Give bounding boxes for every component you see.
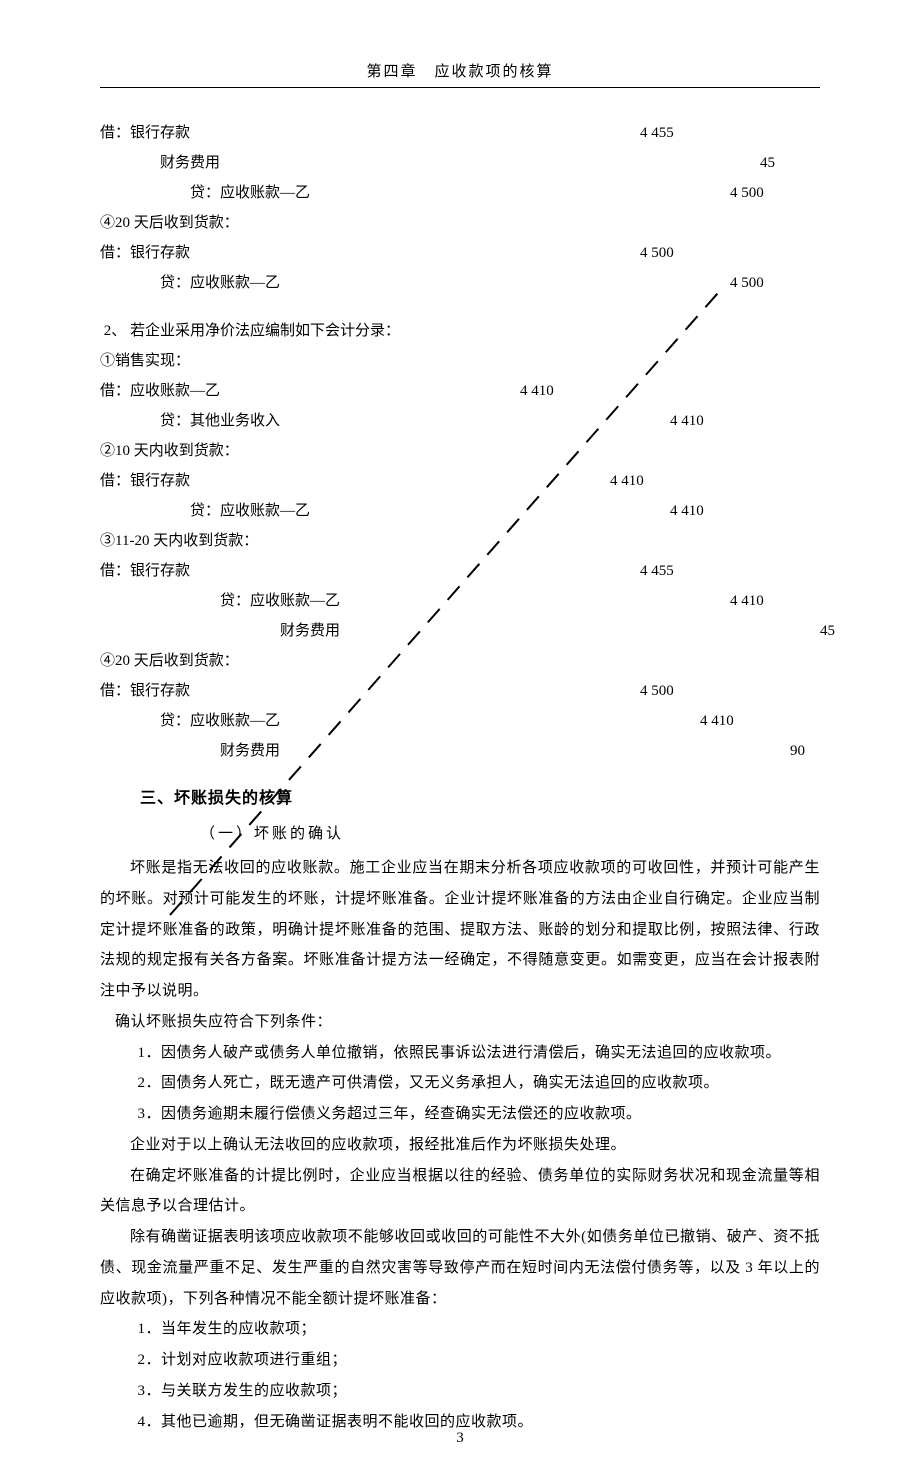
journal-line: 贷：应收账款—乙 4 410 (100, 496, 820, 526)
journal-line: 贷：应收账款—乙 4 410 (100, 706, 820, 736)
exclusion-3: 3．与关联方发生的应收款项； (100, 1376, 820, 1407)
exclusion-2: 2．计划对应收款项进行重组； (100, 1345, 820, 1376)
condition-2: 2．固债务人死亡，既无遗产可供清偿，又无义务承担人，确实无法追回的应收款项。 (100, 1068, 820, 1099)
journal-line: ②10 天内收到货款： (100, 436, 820, 466)
condition-1: 1．因债务人破产或债务人单位撤销，依照民事诉讼法进行清偿后，确实无法追回的应收款… (100, 1038, 820, 1069)
journal-line: 财务费用 45 (100, 148, 820, 178)
document-page: 第四章 应收款项的核算 借：银行存款 4 455 财务费用 45 贷：应收账款—… (0, 0, 920, 1477)
journal-line: 贷：应收账款—乙 4 500 (100, 178, 820, 208)
journal-line: ④20 天后收到货款： (100, 646, 820, 676)
condition-3: 3．因债务逾期未履行偿债义务超过三年，经查确实无法偿还的应收款项。 (100, 1099, 820, 1130)
journal-block-2: ①销售实现：借：应收账款—乙 4 410 贷：其他业务收入 4 410②10 天… (100, 346, 820, 766)
heading-recognition: （一）坏账的确认 (200, 822, 820, 843)
method-2-intro: 2、 若企业采用净价法应编制如下会计分录： (100, 316, 820, 346)
page-header: 第四章 应收款项的核算 (100, 60, 820, 87)
journal-line: 借：银行存款 4 455 (100, 118, 820, 148)
journal-line: 财务费用 45 (100, 616, 820, 646)
journal-line: 借：银行存款 4 410 (100, 466, 820, 496)
exclusion-1: 1．当年发生的应收款项； (100, 1314, 820, 1345)
journal-line: ④20 天后收到货款： (100, 208, 820, 238)
journal-block-1: 借：银行存款 4 455 财务费用 45 贷：应收账款—乙 4 500④20 天… (100, 118, 820, 298)
header-rule (100, 87, 820, 88)
journal-line: 借：银行存款 4 500 (100, 238, 820, 268)
gap (100, 298, 820, 316)
journal-line: 贷：应收账款—乙 4 500 (100, 268, 820, 298)
paragraph-1: 坏账是指无法收回的应收账款。施工企业应当在期末分析各项应收款项的可收回性，并预计… (100, 853, 820, 1007)
journal-line: 借：银行存款 4 500 (100, 676, 820, 706)
journal-line: 贷：应收账款—乙 4 410 (100, 586, 820, 616)
paragraph-4: 在确定坏账准备的计提比例时，企业应当根据以往的经验、债务单位的实际财务状况和现金… (100, 1161, 820, 1223)
journal-line: 财务费用 90 (100, 736, 820, 766)
paragraph-3: 企业对于以上确认无法收回的应收款项，报经批准后作为坏账损失处理。 (100, 1130, 820, 1161)
heading-bad-debt: 三、坏账损失的核算 (140, 784, 820, 808)
journal-line: 借：银行存款 4 455 (100, 556, 820, 586)
paragraph-2: 确认坏账损失应符合下列条件： (100, 1007, 820, 1038)
journal-line: ③11-20 天内收到货款： (100, 526, 820, 556)
paragraph-5: 除有确凿证据表明该项应收款项不能够收回或收回的可能性不大外(如债务单位已撤销、破… (100, 1222, 820, 1314)
journal-line: 借：应收账款—乙 4 410 (100, 376, 820, 406)
journal-line: 贷：其他业务收入 4 410 (100, 406, 820, 436)
header-title: 第四章 应收款项的核算 (366, 64, 553, 80)
page-number: 3 (0, 1430, 920, 1447)
journal-line: ①销售实现： (100, 346, 820, 376)
